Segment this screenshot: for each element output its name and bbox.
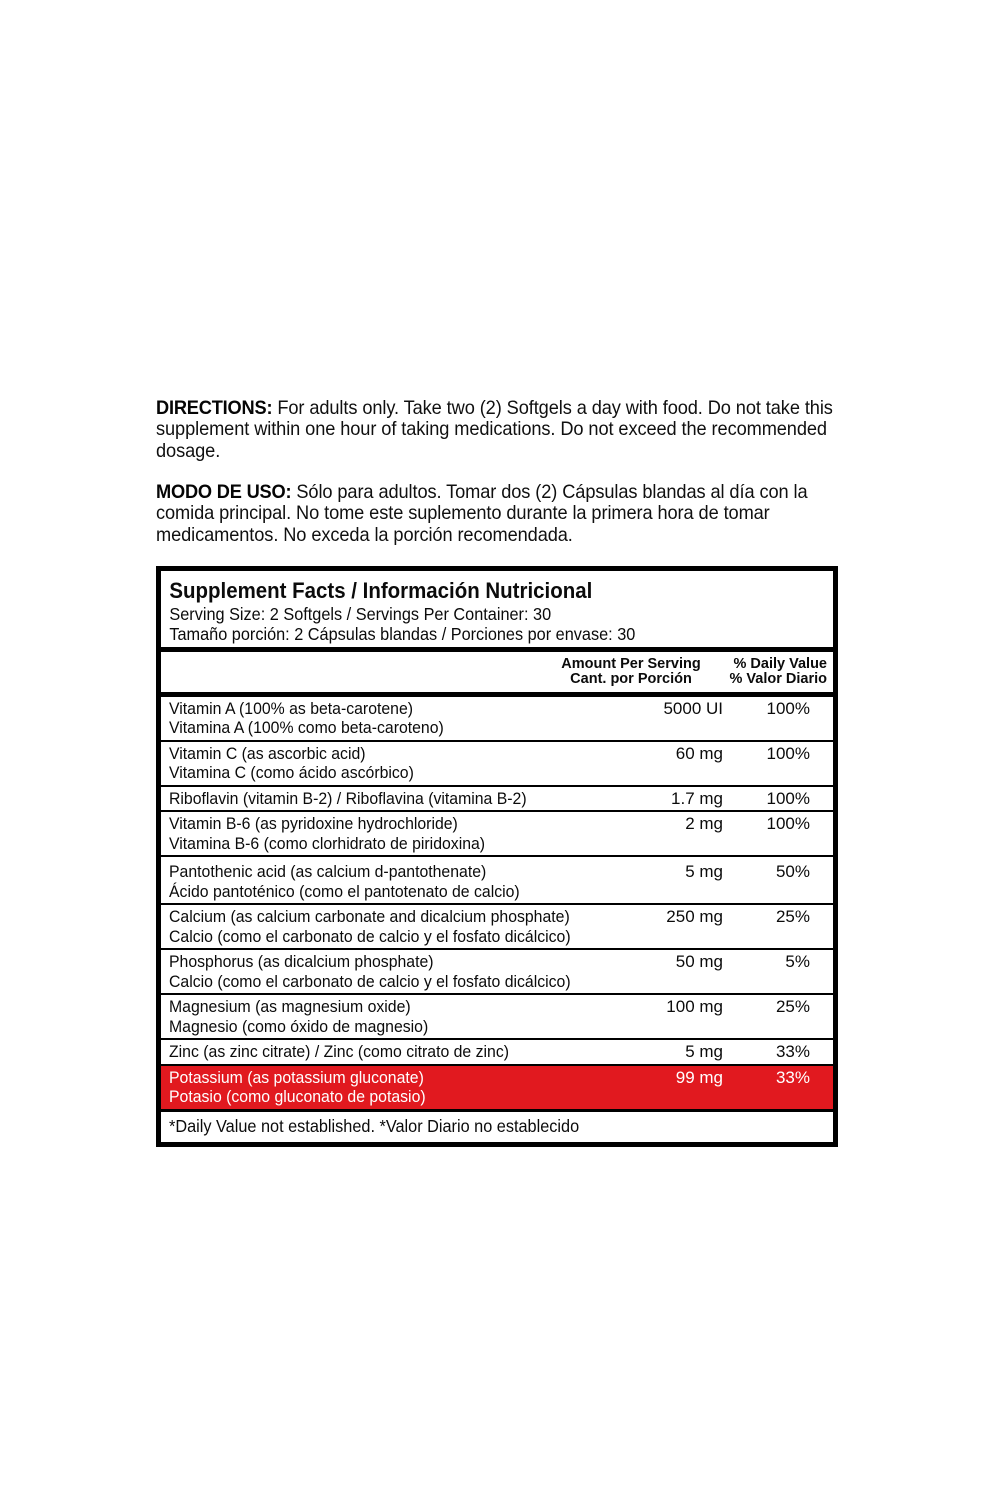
facts-rows: Vitamin A (100% as beta-carotene) Vitamin…	[161, 697, 833, 1109]
nutrient-name-es: Ácido pantoténico (como el pantotenato d…	[169, 881, 520, 901]
nutrient-name-en: Vitamin A (100% as beta-carotene)	[169, 698, 414, 718]
label-content: DIRECTIONS: For adults only. Take two (2…	[156, 378, 838, 1147]
column-headers: Amount Per Serving Cant. por Porción % D…	[161, 652, 833, 692]
nutrient-name: Phosphorus (as dicalcium phosphate) Calci…	[161, 952, 603, 991]
facts-row-highlighted: Potassium (as potassium gluconate) Potasi…	[161, 1065, 833, 1109]
facts-row: Phosphorus (as dicalcium phosphate) Calci…	[161, 950, 833, 995]
dv-header-en: % Daily Value	[733, 655, 828, 672]
nutrient-daily-value: 100%	[766, 698, 810, 718]
nutrient-name-en: Vitamin B-6 (as pyridoxine hydrochloride…	[169, 814, 458, 833]
nutrient-name-en: Potassium (as potassium gluconate)	[169, 1067, 424, 1087]
directions-paragraph-en: DIRECTIONS: For adults only. Take two (2…	[156, 396, 838, 463]
nutrient-name-es: Calcio (como el carbonato de calcio y el…	[169, 926, 571, 946]
serving-size-es: Tamaño porción: 2 Cápsulas blandas / Por…	[169, 623, 636, 644]
nutrient-amount: 1.7 mg	[671, 788, 723, 808]
nutrient-daily-value: 100%	[766, 814, 810, 833]
column-header-daily-value: % Daily Value % Valor Diario	[703, 655, 833, 688]
nutrient-name: Riboflavin (vitamin B-2) / Riboflavina (…	[161, 789, 603, 809]
directions-label-es: MODO DE USO:	[156, 480, 292, 503]
panel-title: Supplement Facts / Información Nutricion…	[169, 577, 593, 603]
serving-size-en: Serving Size: 2 Softgels / Servings Per …	[169, 603, 552, 624]
directions-text-es: Sólo para adultos. Tomar dos (2) Cápsula…	[156, 480, 808, 546]
nutrient-daily-value: 33%	[775, 1067, 810, 1087]
thick-rule-top	[161, 646, 833, 652]
thick-rule-header	[161, 691, 833, 697]
nutrient-daily-value: 50%	[775, 862, 810, 881]
facts-row: Vitamin C (as ascorbic acid) Vitamina C (…	[161, 742, 833, 787]
nutrient-daily-value: 33%	[775, 1042, 810, 1061]
nutrient-name-en: Vitamin C (as ascorbic acid)	[169, 743, 366, 763]
facts-row: Riboflavin (vitamin B-2) / Riboflavina (…	[161, 787, 833, 812]
directions-label-en: DIRECTIONS:	[156, 396, 273, 419]
nutrient-amount: 100 mg	[666, 997, 723, 1016]
dv-header-es: % Valor Diario	[729, 671, 827, 687]
column-header-amount: Amount Per Serving Cant. por Porción	[559, 655, 703, 688]
facts-row: Calcium (as calcium carbonate and dicalc…	[161, 905, 833, 950]
nutrient-daily-value: 25%	[775, 907, 810, 926]
nutrient-name: Calcium (as calcium carbonate and dicalc…	[161, 907, 603, 946]
nutrient-daily-value: 100%	[766, 743, 810, 763]
nutrient-name-es: Magnesio (como óxido de magnesio)	[169, 1016, 429, 1036]
nutrient-name-en: Phosphorus (as dicalcium phosphate)	[169, 952, 434, 971]
footnote-text: *Daily Value not established. *Valor Dia…	[169, 1115, 580, 1136]
nutrient-name-es: Potasio (como gluconato de potasio)	[169, 1087, 426, 1106]
nutrient-name-en: Magnesium (as magnesium oxide)	[169, 997, 411, 1016]
nutrient-name: Vitamin B-6 (as pyridoxine hydrochloride…	[161, 814, 603, 853]
amount-header-en: Amount Per Serving	[561, 655, 701, 672]
nutrient-daily-value: 5%	[785, 952, 810, 971]
nutrient-name-en: Calcium (as calcium carbonate and dicalc…	[169, 907, 570, 926]
nutrient-name-en: Pantothenic acid (as calcium d-pantothen…	[169, 862, 487, 881]
facts-row: Magnesium (as magnesium oxide) Magnesio (…	[161, 995, 833, 1040]
nutrient-name: Potassium (as potassium gluconate) Potasi…	[161, 1068, 603, 1107]
nutrient-amount: 5 mg	[685, 1042, 723, 1061]
nutrient-name: Vitamin A (100% as beta-carotene) Vitamin…	[161, 699, 603, 738]
nutrient-name-es: Calcio (como el carbonato de calcio y el…	[169, 971, 571, 991]
supplement-facts-panel: Supplement Facts / Información Nutricion…	[156, 565, 838, 1147]
nutrient-name: Pantothenic acid (as calcium d-pantothen…	[161, 862, 603, 901]
nutrient-daily-value: 100%	[766, 788, 810, 808]
facts-row: Zinc (as zinc citrate) / Zinc (como citr…	[161, 1040, 833, 1066]
nutrient-amount: 5 mg	[685, 862, 723, 881]
nutrient-name: Zinc (as zinc citrate) / Zinc (como citr…	[161, 1042, 603, 1062]
nutrient-amount: 99 mg	[675, 1067, 723, 1087]
facts-row: Vitamin A (100% as beta-carotene) Vitamin…	[161, 697, 833, 742]
nutrient-name-en: Zinc (as zinc citrate) / Zinc (como citr…	[169, 1042, 510, 1061]
nutrient-name: Vitamin C (as ascorbic acid) Vitamina C (…	[161, 744, 603, 783]
amount-header-es: Cant. por Porción	[570, 671, 692, 687]
directions-paragraph-es: MODO DE USO: Sólo para adultos. Tomar do…	[156, 480, 838, 547]
column-spacer	[161, 657, 559, 688]
nutrient-daily-value: 25%	[775, 997, 810, 1016]
nutrient-amount: 250 mg	[666, 907, 723, 926]
directions-text-en: For adults only. Take two (2) Softgels a…	[156, 396, 833, 462]
daily-value-footnote: *Daily Value not established. *Valor Dia…	[161, 1108, 833, 1142]
nutrient-amount: 50 mg	[675, 952, 723, 971]
nutrient-amount: 60 mg	[675, 743, 723, 763]
nutrient-name-es: Vitamina C (como ácido ascórbico)	[169, 763, 414, 782]
nutrient-amount: 2 mg	[685, 814, 723, 833]
nutrient-name-en: Riboflavin (vitamin B-2) / Riboflavina (…	[169, 788, 527, 808]
nutrient-name: Magnesium (as magnesium oxide) Magnesio (…	[161, 997, 603, 1036]
nutrient-amount: 5000 UI	[663, 698, 723, 718]
nutrient-name-es: Vitamina B-6 (como clorhidrato de pirido…	[169, 833, 486, 853]
facts-row: Pantothenic acid (as calcium d-pantothen…	[161, 857, 833, 905]
nutrient-name-es: Vitamina A (100% como beta-caroteno)	[169, 718, 444, 737]
facts-row: Vitamin B-6 (as pyridoxine hydrochloride…	[161, 812, 833, 857]
